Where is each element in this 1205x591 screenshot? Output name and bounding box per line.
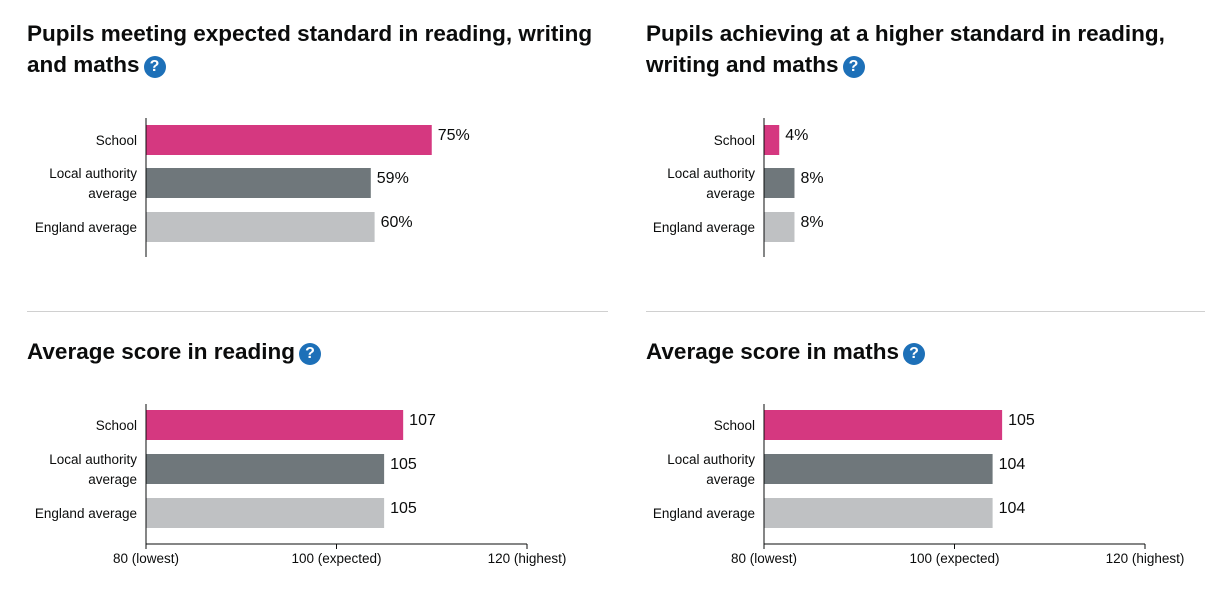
value-label: 107 (409, 412, 436, 429)
bar-local-authority (764, 454, 993, 484)
x-tick-label: 100 (expected) (291, 551, 381, 566)
value-label: 105 (390, 456, 417, 473)
x-tick-label: 120 (highest) (1106, 551, 1185, 566)
question-mark-icon[interactable]: ? (842, 56, 865, 78)
section-divider (646, 311, 1205, 312)
chart-title: Average score in reading? (27, 336, 597, 367)
bar-local-authority (146, 168, 371, 198)
category-label: England average (35, 220, 137, 235)
bar-chart: School Local authority average England aver… (35, 404, 567, 566)
question-mark-icon[interactable]: ? (143, 56, 166, 78)
bar-england (764, 498, 993, 528)
category-label: Local authority average (49, 452, 137, 487)
value-label: 8% (800, 214, 823, 231)
chart-title: Pupils meeting expected standard in read… (27, 21, 593, 78)
value-label: 105 (1008, 412, 1035, 429)
bar-england (764, 212, 795, 242)
category-label: School (96, 133, 137, 148)
bar-england (146, 212, 375, 242)
bar-school (146, 125, 432, 155)
bar-local-authority (146, 454, 385, 484)
x-tick-label: 80 (lowest) (113, 551, 179, 566)
bar-chart: School Local authority average England aver… (35, 118, 470, 257)
x-tick-label: 120 (highest) (488, 551, 567, 566)
question-mark-icon[interactable]: ? (299, 343, 322, 365)
value-label: 104 (999, 500, 1026, 517)
value-label: 104 (999, 456, 1026, 473)
chart-title: Pupils achieving at a higher standard in… (646, 21, 1165, 78)
category-label: Local authority average (49, 166, 137, 201)
bar-england (146, 498, 385, 528)
question-mark-icon[interactable]: ? (903, 343, 926, 365)
bar-school (764, 410, 1003, 440)
category-label: England average (653, 506, 755, 521)
value-label: 4% (785, 127, 808, 144)
category-label: Local authority average (667, 166, 755, 201)
value-label: 8% (800, 170, 823, 187)
category-label: School (714, 133, 755, 148)
category-label: School (96, 418, 137, 433)
bar-chart: School Local authority average England aver… (653, 118, 824, 257)
bar-local-authority (764, 168, 795, 198)
bar-school (146, 410, 404, 440)
x-tick-label: 80 (lowest) (731, 551, 797, 566)
section-divider (27, 311, 608, 312)
value-label: 105 (390, 500, 417, 517)
chart-title: Average score in maths? (646, 336, 1205, 367)
bar-chart: School Local authority average England aver… (653, 404, 1185, 566)
category-label: England average (653, 220, 755, 235)
category-label: Local authority average (667, 452, 755, 487)
bar-school (764, 125, 780, 155)
category-label: England average (35, 506, 137, 521)
value-label: 60% (381, 214, 413, 231)
x-tick-label: 100 (expected) (909, 551, 999, 566)
value-label: 75% (438, 127, 470, 144)
value-label: 59% (377, 170, 409, 187)
category-label: School (714, 418, 755, 433)
